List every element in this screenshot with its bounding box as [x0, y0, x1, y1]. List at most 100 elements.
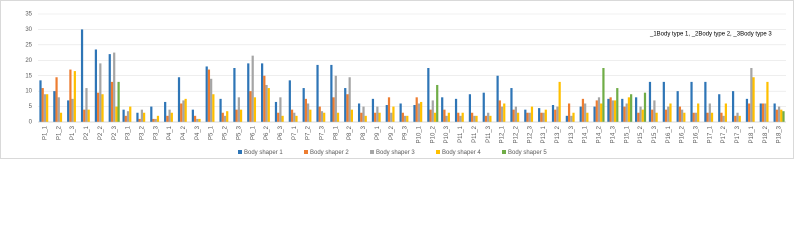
bar — [473, 115, 476, 122]
bar — [43, 94, 47, 122]
x-tick-label: P10_3 — [444, 125, 450, 143]
bar — [320, 111, 324, 122]
bar — [184, 98, 187, 122]
x-tick-label: P4_3 — [195, 125, 201, 140]
bar — [110, 81, 114, 122]
bar — [623, 106, 626, 122]
bar — [39, 80, 42, 122]
bar — [415, 97, 418, 122]
bar — [309, 109, 312, 122]
bar — [637, 112, 640, 122]
x-tick-label: P17_3 — [735, 125, 741, 143]
bar — [371, 98, 375, 122]
x-tick-label: P17_2 — [721, 125, 727, 143]
bar — [348, 77, 351, 122]
bar — [46, 94, 49, 122]
bar — [542, 112, 545, 122]
bar — [761, 103, 765, 122]
x-tick-label: P11_2 — [472, 125, 478, 143]
x-tick-label: P15_1 — [624, 125, 630, 143]
bar — [427, 68, 430, 122]
x-tick-label: P9_1 — [375, 125, 381, 140]
bar — [168, 109, 171, 122]
bar — [288, 80, 291, 122]
bar — [524, 109, 527, 122]
bar — [57, 97, 60, 122]
bar — [403, 115, 407, 122]
bar — [346, 94, 349, 122]
bar — [500, 106, 504, 122]
x-tick-label: P14_3 — [610, 125, 616, 143]
bar — [704, 81, 707, 122]
bar — [667, 106, 670, 122]
bar — [140, 109, 143, 122]
bar — [738, 115, 741, 122]
x-tick-label: P2_3 — [112, 125, 118, 140]
bar — [364, 115, 367, 122]
bar — [170, 112, 173, 122]
bar — [360, 112, 363, 122]
bar — [748, 103, 751, 122]
chart-border — [0, 0, 794, 159]
x-tick-label: P5_1 — [209, 125, 215, 140]
bar — [265, 84, 268, 122]
x-tick-label: P5_3 — [236, 125, 242, 140]
bar — [565, 115, 568, 122]
bar — [676, 91, 679, 122]
bar — [154, 118, 157, 122]
bar — [290, 109, 294, 122]
bar — [556, 106, 559, 122]
bar — [385, 105, 388, 122]
bar — [55, 77, 58, 122]
bar — [417, 103, 421, 122]
bar — [302, 88, 305, 122]
bar — [237, 97, 240, 122]
bar — [293, 112, 296, 122]
bar — [593, 106, 596, 122]
bar — [374, 112, 377, 122]
x-tick-label: P10_1 — [417, 125, 423, 143]
bar — [775, 109, 778, 122]
x-tick-label: P14_2 — [597, 125, 603, 143]
bar — [512, 109, 515, 122]
y-tick-label: 5 — [29, 104, 33, 110]
bar — [277, 112, 280, 122]
bar — [429, 109, 432, 122]
bar — [655, 112, 658, 122]
bar — [720, 112, 723, 122]
bar — [581, 98, 585, 122]
bar — [516, 112, 520, 122]
bar — [630, 94, 633, 122]
bar — [586, 112, 589, 122]
x-tick-label: P4_2 — [181, 125, 187, 140]
bar — [59, 112, 63, 122]
bar — [392, 106, 395, 122]
bar — [235, 109, 238, 122]
bar — [544, 109, 547, 122]
chart: _1Body type 1, _2Body type 2, _3Body typ… — [0, 0, 794, 159]
bar — [399, 103, 402, 122]
bar — [166, 115, 169, 122]
x-tick-label: P10_2 — [430, 125, 436, 143]
bar — [156, 115, 160, 122]
bar — [625, 103, 628, 122]
bar — [344, 88, 347, 122]
bar — [274, 101, 278, 122]
bar — [694, 112, 698, 122]
bar — [621, 98, 624, 122]
bar — [664, 109, 668, 122]
bar — [247, 63, 250, 122]
bar — [461, 112, 464, 122]
bar — [595, 100, 598, 122]
bar — [436, 84, 439, 122]
bar — [177, 77, 181, 122]
x-tick-label: P5_2 — [223, 125, 229, 140]
bar — [138, 118, 141, 122]
x-tick-label: P1_1 — [43, 125, 49, 140]
x-tick-label: P14_1 — [583, 125, 589, 143]
bar — [643, 92, 647, 122]
bar — [212, 94, 215, 122]
bar — [570, 115, 573, 122]
x-tick-label: P7_2 — [306, 125, 312, 140]
bar — [609, 97, 612, 122]
